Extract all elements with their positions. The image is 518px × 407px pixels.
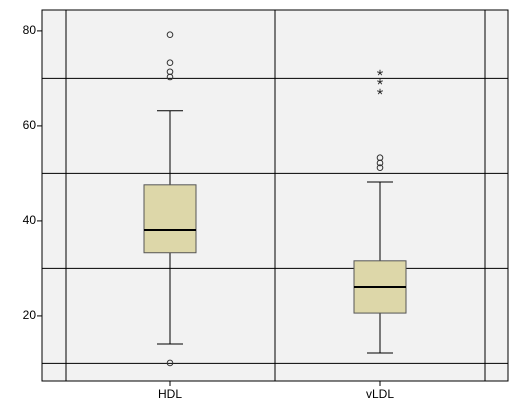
box: [143, 184, 197, 254]
y-tick-label: 60: [23, 118, 37, 132]
x-tick-label: HDL: [158, 387, 182, 401]
outlier: [166, 359, 174, 367]
extreme: [376, 78, 384, 85]
y-tick-label: 40: [23, 213, 37, 227]
outlier: [376, 159, 384, 167]
outlier: [376, 164, 384, 172]
extreme: [376, 69, 384, 76]
y-tick-label: 20: [23, 308, 37, 322]
outlier: [166, 73, 174, 81]
outlier: [166, 31, 174, 39]
outlier: [166, 59, 174, 67]
y-tick-label: 80: [23, 23, 37, 37]
extreme: [376, 88, 384, 95]
x-tick-label: vLDL: [366, 387, 394, 401]
